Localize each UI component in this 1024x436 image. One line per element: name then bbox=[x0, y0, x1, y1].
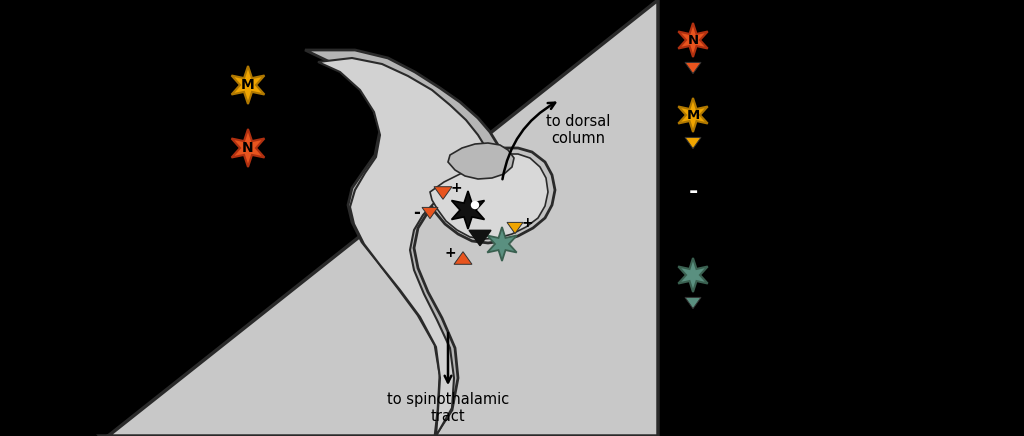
Polygon shape bbox=[305, 50, 498, 436]
Polygon shape bbox=[678, 258, 708, 292]
Text: +: + bbox=[521, 216, 532, 230]
Circle shape bbox=[471, 201, 478, 208]
Text: +: + bbox=[444, 246, 456, 260]
Text: N: N bbox=[687, 34, 698, 47]
Polygon shape bbox=[454, 252, 472, 264]
Polygon shape bbox=[449, 143, 514, 179]
Polygon shape bbox=[685, 137, 701, 149]
Text: M: M bbox=[686, 109, 699, 122]
Polygon shape bbox=[507, 222, 523, 234]
Polygon shape bbox=[231, 129, 264, 167]
Polygon shape bbox=[434, 187, 452, 199]
Polygon shape bbox=[452, 191, 484, 229]
Polygon shape bbox=[318, 58, 486, 436]
Polygon shape bbox=[487, 227, 517, 261]
Polygon shape bbox=[678, 23, 708, 57]
Polygon shape bbox=[469, 230, 490, 246]
Text: to dorsal
column: to dorsal column bbox=[546, 114, 610, 146]
Text: +: + bbox=[451, 181, 462, 195]
Text: to spinothalamic
tract: to spinothalamic tract bbox=[387, 392, 509, 424]
Polygon shape bbox=[685, 62, 701, 74]
Polygon shape bbox=[231, 66, 264, 104]
Text: -: - bbox=[688, 182, 697, 202]
Polygon shape bbox=[100, 0, 658, 436]
Polygon shape bbox=[685, 297, 701, 309]
Text: M: M bbox=[241, 78, 255, 92]
Polygon shape bbox=[430, 154, 548, 239]
Text: N: N bbox=[243, 141, 254, 155]
Polygon shape bbox=[678, 98, 708, 132]
Polygon shape bbox=[422, 148, 555, 243]
Polygon shape bbox=[422, 208, 438, 218]
Text: -: - bbox=[414, 204, 421, 222]
